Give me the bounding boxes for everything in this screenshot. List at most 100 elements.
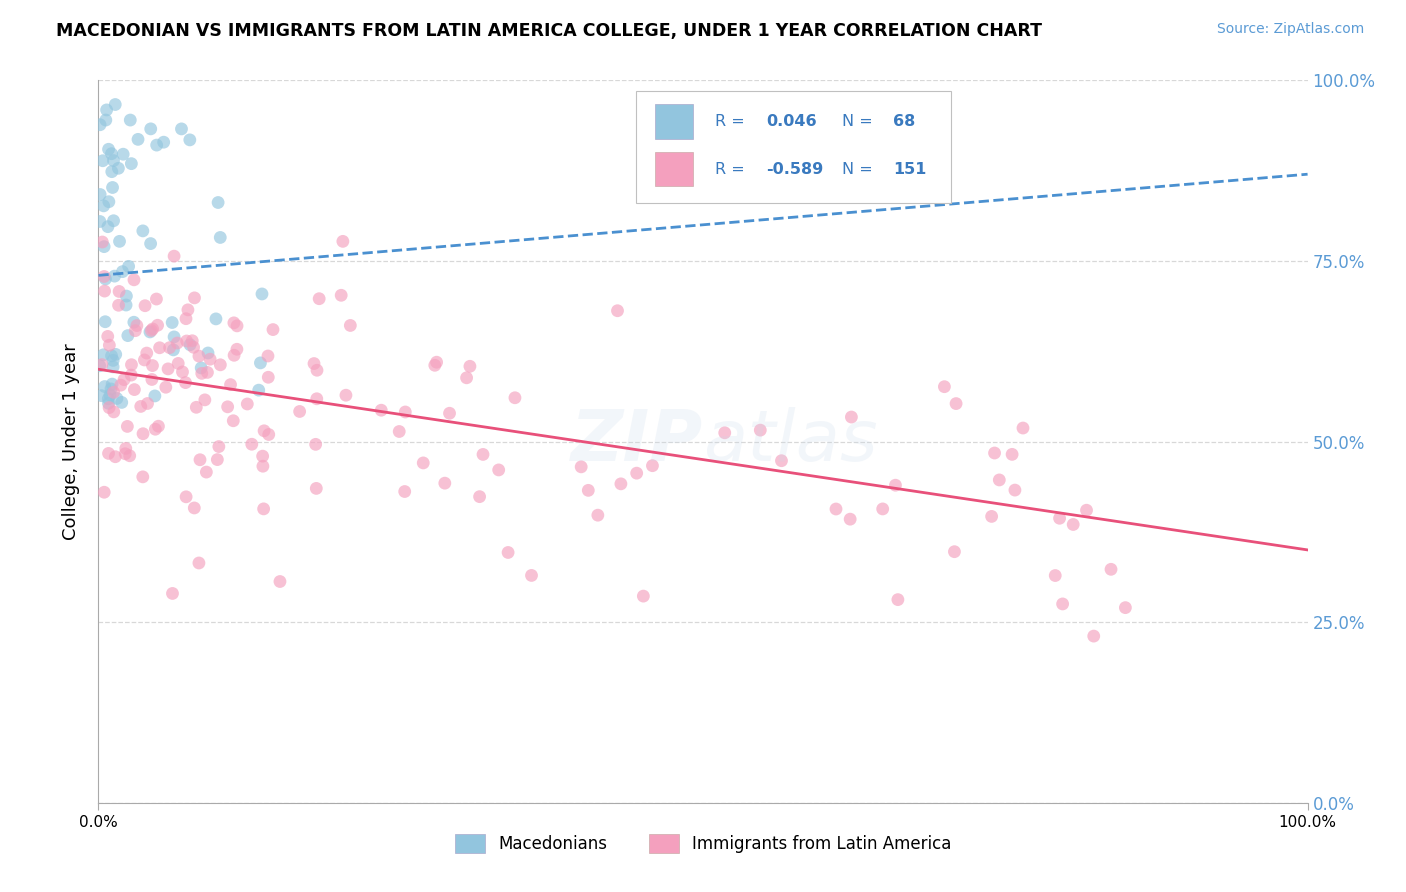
Point: [115, 289, 138, 303]
Point: [122, 315, 145, 329]
Point: [90, 358, 112, 372]
FancyBboxPatch shape: [655, 152, 693, 186]
Point: [97, 194, 120, 209]
Point: [187, 556, 209, 570]
Point: [183, 340, 205, 354]
Text: N =: N =: [842, 114, 877, 129]
Point: [209, 358, 232, 372]
Point: [136, 396, 159, 410]
Point: [93, 284, 115, 298]
Point: [257, 349, 280, 363]
Point: [93, 199, 115, 213]
Point: [141, 359, 163, 373]
Point: [1062, 517, 1084, 532]
Point: [249, 356, 271, 370]
Point: [335, 388, 357, 402]
Point: [236, 397, 259, 411]
Point: [97, 219, 120, 234]
Point: [257, 370, 280, 384]
Point: [339, 318, 361, 333]
Point: [190, 360, 212, 375]
Point: [252, 459, 274, 474]
Point: [134, 353, 156, 368]
Point: [139, 236, 162, 251]
Point: [93, 485, 115, 500]
Point: [224, 348, 246, 362]
Point: [89, 214, 111, 228]
Point: [134, 299, 156, 313]
Point: [111, 265, 134, 279]
Point: [114, 442, 136, 456]
Point: [160, 316, 183, 330]
Point: [240, 437, 263, 451]
Point: [101, 359, 124, 374]
Point: [749, 423, 772, 437]
Point: [839, 512, 862, 526]
Point: [103, 153, 125, 168]
Point: [104, 97, 127, 112]
Point: [205, 312, 228, 326]
Point: [152, 135, 174, 149]
Point: [934, 380, 956, 394]
Point: [94, 272, 117, 286]
Point: [253, 501, 276, 516]
Point: [943, 544, 966, 558]
Point: [176, 334, 198, 348]
Point: [181, 334, 204, 348]
Text: 68: 68: [893, 114, 915, 129]
Point: [633, 589, 655, 603]
FancyBboxPatch shape: [655, 104, 693, 139]
Point: [330, 288, 353, 302]
Text: -0.589: -0.589: [766, 161, 823, 177]
Point: [118, 449, 141, 463]
Point: [117, 419, 139, 434]
Point: [174, 376, 197, 390]
Point: [1099, 562, 1122, 576]
Point: [439, 406, 461, 420]
Point: [576, 483, 599, 498]
Point: [308, 292, 330, 306]
Point: [155, 380, 177, 394]
Point: [93, 379, 115, 393]
Point: [163, 249, 186, 263]
Point: [626, 466, 648, 480]
Point: [98, 401, 121, 415]
Point: [112, 147, 135, 161]
Y-axis label: College, Under 1 year: College, Under 1 year: [62, 343, 80, 540]
Point: [207, 452, 229, 467]
Text: 151: 151: [893, 161, 927, 177]
Point: [496, 545, 519, 559]
Point: [1052, 597, 1074, 611]
Point: [370, 403, 392, 417]
Point: [159, 341, 181, 355]
Legend: Macedonians, Immigrants from Latin America: Macedonians, Immigrants from Latin Ameri…: [449, 827, 957, 860]
Point: [503, 391, 526, 405]
Point: [101, 377, 124, 392]
Point: [841, 410, 863, 425]
Point: [468, 490, 491, 504]
Point: [252, 449, 274, 463]
Point: [177, 302, 200, 317]
Point: [183, 291, 205, 305]
Text: Source: ZipAtlas.com: Source: ZipAtlas.com: [1216, 22, 1364, 37]
Point: [872, 502, 894, 516]
Point: [257, 427, 280, 442]
Point: [207, 195, 229, 210]
Point: [100, 349, 122, 363]
Point: [188, 452, 211, 467]
Point: [170, 122, 193, 136]
Point: [195, 465, 218, 479]
Point: [100, 382, 122, 396]
Point: [1001, 447, 1024, 461]
Point: [98, 388, 121, 402]
Point: [110, 378, 132, 392]
Point: [124, 324, 146, 338]
Point: [610, 476, 633, 491]
Point: [124, 383, 146, 397]
Point: [94, 315, 117, 329]
Point: [162, 343, 184, 357]
Point: [187, 349, 209, 363]
Point: [117, 260, 139, 274]
Point: [1083, 629, 1105, 643]
Point: [305, 482, 328, 496]
